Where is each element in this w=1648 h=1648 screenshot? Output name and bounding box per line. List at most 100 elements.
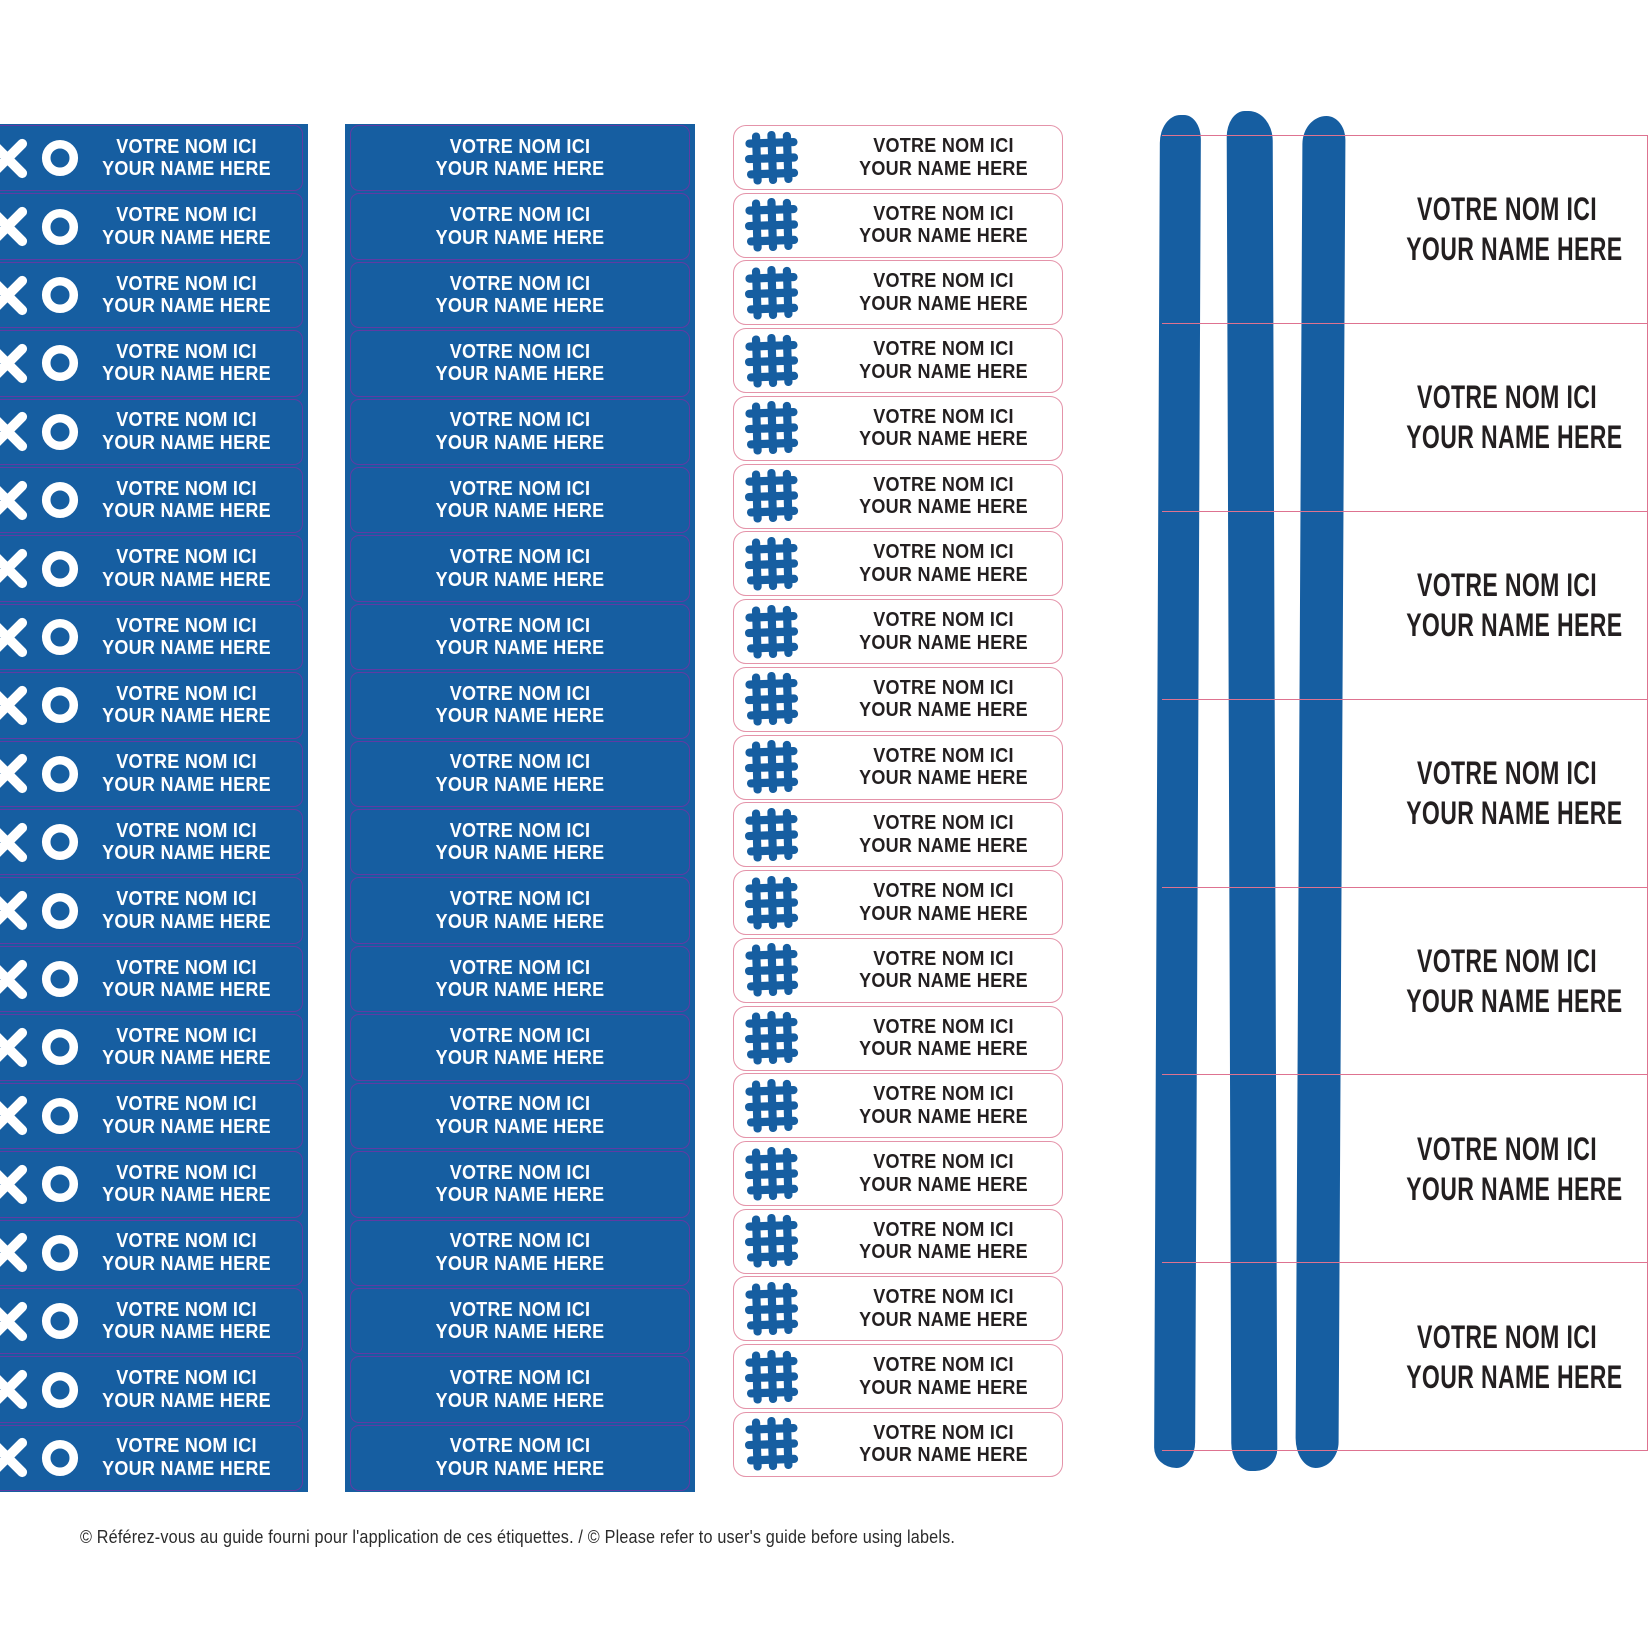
label-line-fr: VOTRE NOM ICI: [449, 819, 591, 842]
x-icon: [0, 1096, 28, 1136]
x-icon: [0, 343, 28, 384]
label-row-plain: VOTRE NOM ICI YOUR NAME HERE: [345, 329, 695, 398]
label-text: VOTRE NOM ICI YOUR NAME HERE: [799, 880, 1062, 925]
label-line-fr: VOTRE NOM ICI: [873, 473, 1014, 496]
hash-grid-icon: [745, 672, 799, 726]
label-text: VOTRE NOM ICI YOUR NAME HERE: [799, 338, 1062, 383]
label-line-en: YOUR NAME HERE: [1406, 795, 1623, 832]
x-icon: [0, 959, 28, 999]
label-line-fr: VOTRE NOM ICI: [116, 614, 257, 637]
hash-grid-icon: [745, 807, 799, 862]
o-icon: [41, 687, 79, 724]
label-row-plain: VOTRE NOM ICI YOUR NAME HERE: [345, 740, 695, 808]
hash-grid-icon: [745, 1214, 799, 1268]
label-line-en: YOUR NAME HERE: [102, 705, 271, 728]
label-line-fr: VOTRE NOM ICI: [116, 204, 257, 227]
label-text: VOTRE NOM ICI YOUR NAME HERE: [79, 1299, 294, 1344]
label-line-en: YOUR NAME HERE: [102, 1252, 271, 1275]
label-text: VOTRE NOM ICI YOUR NAME HERE: [799, 677, 1062, 722]
label-text: VOTRE NOM ICI YOUR NAME HERE: [79, 136, 294, 181]
label-line-en: YOUR NAME HERE: [102, 226, 271, 249]
label-line-en: YOUR NAME HERE: [435, 226, 605, 249]
label-line-fr: VOTRE NOM ICI: [873, 1286, 1014, 1309]
label-line-fr: VOTRE NOM ICI: [873, 609, 1014, 632]
label-line-fr: VOTRE NOM ICI: [116, 751, 257, 774]
sticker-label: VOTRE NOM ICI YOUR NAME HERE: [733, 125, 1063, 190]
label-text: VOTRE NOM ICI YOUR NAME HERE: [79, 478, 294, 523]
hash-grid-icon: [745, 604, 799, 659]
label-line-en: YOUR NAME HERE: [102, 568, 271, 591]
hash-grid-icon: [745, 875, 799, 930]
label-line-en: YOUR NAME HERE: [859, 1173, 1028, 1196]
label-text: VOTRE NOM ICI YOUR NAME HERE: [79, 615, 294, 660]
label-line-fr: VOTRE NOM ICI: [1416, 379, 1598, 416]
label-line-fr: VOTRE NOM ICI: [449, 751, 591, 774]
label-text: VOTRE NOM ICI YOUR NAME HERE: [799, 1354, 1062, 1399]
label-text: VOTRE NOM ICI YOUR NAME HERE: [1367, 941, 1647, 1021]
label-row-xo: VOTRE NOM ICI YOUR NAME HERE: [0, 534, 308, 603]
label-row-plain: VOTRE NOM ICI YOUR NAME HERE: [345, 1287, 695, 1355]
label-row-xo: VOTRE NOM ICI YOUR NAME HERE: [0, 466, 308, 534]
label-line-en: YOUR NAME HERE: [859, 1105, 1028, 1128]
label-text: VOTRE NOM ICI YOUR NAME HERE: [799, 812, 1062, 857]
label-text: VOTRE NOM ICI YOUR NAME HERE: [799, 1016, 1062, 1061]
x-icon: [0, 1027, 28, 1068]
label-line-en: YOUR NAME HERE: [859, 631, 1028, 654]
label-row-plain: VOTRE NOM ICI YOUR NAME HERE: [345, 192, 695, 261]
label-row-plain: VOTRE NOM ICI YOUR NAME HERE: [345, 124, 695, 192]
label-line-fr: VOTRE NOM ICI: [449, 1230, 591, 1253]
label-text: VOTRE NOM ICI YOUR NAME HERE: [357, 957, 683, 1002]
label-line-fr: VOTRE NOM ICI: [449, 546, 591, 569]
label-text: VOTRE NOM ICI YOUR NAME HERE: [1367, 189, 1647, 269]
sticker-label: VOTRE NOM ICI YOUR NAME HERE: [733, 192, 1063, 258]
large-label: VOTRE NOM ICI YOUR NAME HERE: [1162, 510, 1648, 700]
label-line-en: YOUR NAME HERE: [1406, 419, 1623, 456]
label-line-fr: VOTRE NOM ICI: [449, 1093, 591, 1116]
label-line-fr: VOTRE NOM ICI: [449, 135, 591, 158]
label-line-fr: VOTRE NOM ICI: [449, 1298, 591, 1321]
label-line-fr: VOTRE NOM ICI: [449, 340, 591, 363]
label-line-fr: VOTRE NOM ICI: [1416, 943, 1598, 979]
label-text: VOTRE NOM ICI YOUR NAME HERE: [79, 1230, 294, 1275]
label-text: VOTRE NOM ICI YOUR NAME HERE: [79, 888, 294, 933]
label-row-xo: VOTRE NOM ICI YOUR NAME HERE: [0, 1082, 308, 1150]
o-icon: [41, 755, 79, 792]
label-row-plain: VOTRE NOM ICI YOUR NAME HERE: [345, 603, 695, 671]
o-icon: [41, 892, 79, 929]
label-line-en: YOUR NAME HERE: [859, 428, 1028, 451]
label-line-en: YOUR NAME HERE: [102, 979, 271, 1002]
label-text: VOTRE NOM ICI YOUR NAME HERE: [799, 1151, 1062, 1196]
hash-grid-icon: [745, 401, 799, 455]
label-line-fr: VOTRE NOM ICI: [116, 477, 257, 500]
label-row-xo: VOTRE NOM ICI YOUR NAME HERE: [0, 1013, 308, 1082]
label-line-fr: VOTRE NOM ICI: [116, 1230, 257, 1253]
column-large-labels: VOTRE NOM ICI YOUR NAME HERE VOTRE NOM I…: [1162, 135, 1648, 1452]
hash-grid-icon: [745, 1078, 799, 1133]
label-line-fr: VOTRE NOM ICI: [449, 272, 591, 295]
label-line-fr: VOTRE NOM ICI: [116, 409, 257, 432]
hash-grid-icon: [745, 1349, 799, 1404]
label-line-en: YOUR NAME HERE: [435, 773, 605, 796]
label-text: VOTRE NOM ICI YOUR NAME HERE: [799, 203, 1062, 248]
label-text: VOTRE NOM ICI YOUR NAME HERE: [79, 957, 294, 1002]
sticker-label: VOTRE NOM ICI YOUR NAME HERE: [733, 1141, 1063, 1207]
label-line-fr: VOTRE NOM ICI: [873, 1015, 1014, 1038]
label-text: VOTRE NOM ICI YOUR NAME HERE: [357, 1093, 683, 1138]
label-line-en: YOUR NAME HERE: [859, 292, 1028, 315]
o-icon: [41, 1166, 79, 1203]
hash-grid-icon: [745, 536, 799, 591]
label-line-en: YOUR NAME HERE: [435, 1389, 605, 1412]
label-row-xo: VOTRE NOM ICI YOUR NAME HERE: [0, 740, 308, 808]
label-line-en: YOUR NAME HERE: [859, 902, 1028, 925]
label-line-en: YOUR NAME HERE: [859, 360, 1028, 383]
label-text: VOTRE NOM ICI YOUR NAME HERE: [79, 683, 294, 728]
label-line-en: YOUR NAME HERE: [1406, 983, 1623, 1019]
label-text: VOTRE NOM ICI YOUR NAME HERE: [357, 1025, 683, 1070]
label-line-en: YOUR NAME HERE: [102, 637, 271, 660]
label-line-en: YOUR NAME HERE: [859, 1038, 1028, 1061]
label-text: VOTRE NOM ICI YOUR NAME HERE: [79, 546, 294, 591]
large-label: VOTRE NOM ICI YOUR NAME HERE: [1162, 1074, 1648, 1264]
label-line-en: YOUR NAME HERE: [1406, 607, 1623, 644]
large-label: VOTRE NOM ICI YOUR NAME HERE: [1162, 135, 1648, 324]
label-text: VOTRE NOM ICI YOUR NAME HERE: [799, 1422, 1062, 1467]
